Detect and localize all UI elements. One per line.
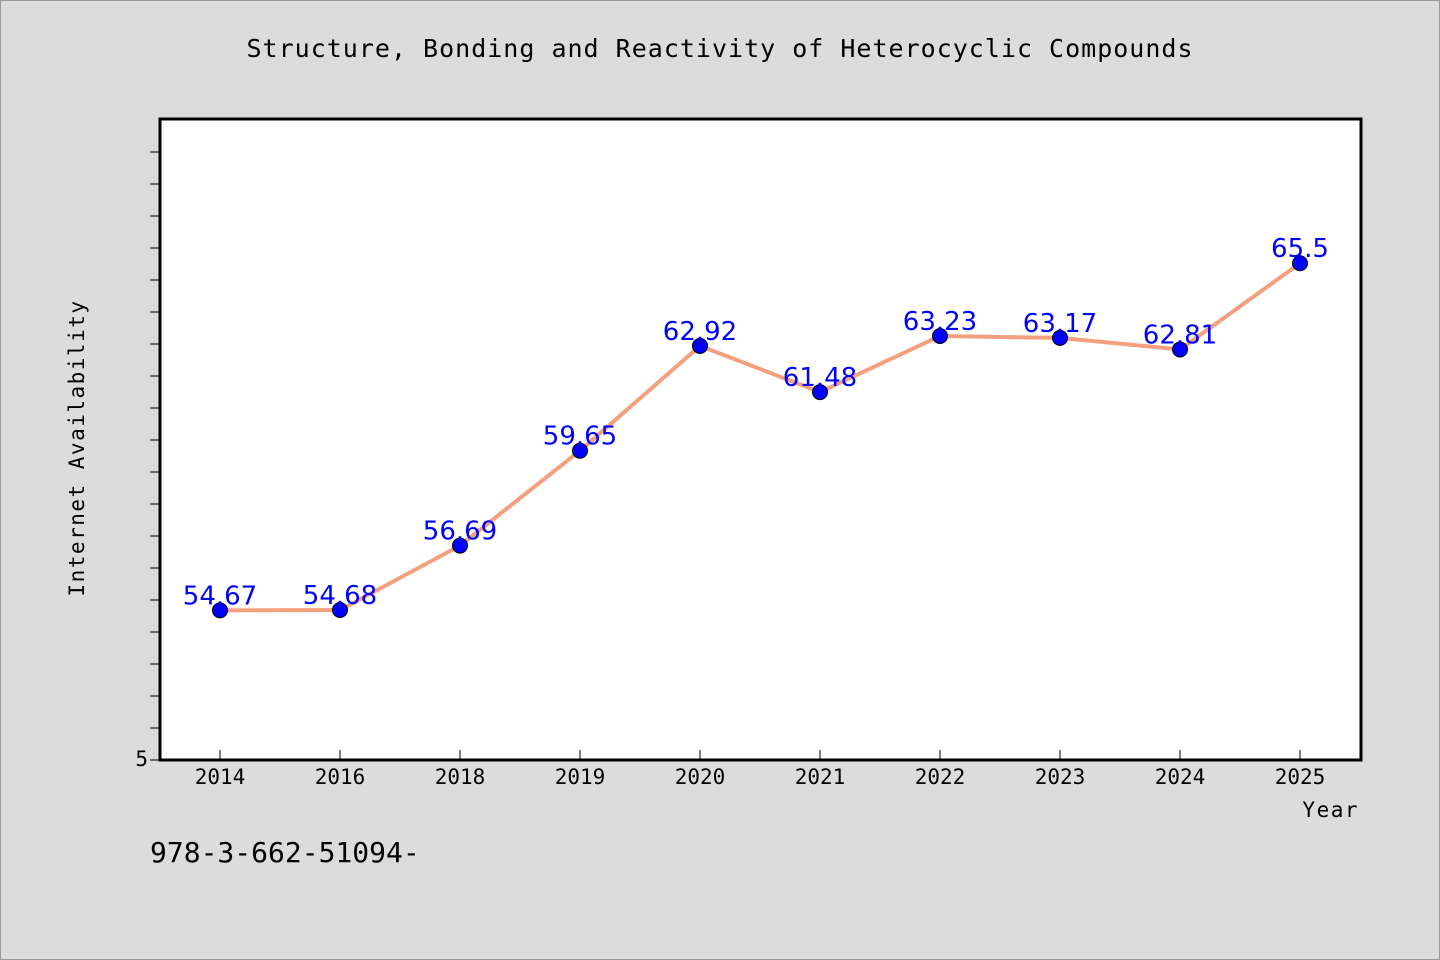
x-axis-tick-labels: 2014 2016 2018 2019 2020 2021 2022 2023 2024 2025: [195, 765, 1326, 789]
x-tick-label: 2022: [915, 765, 966, 789]
data-point: [572, 442, 588, 459]
data-point: [812, 384, 828, 401]
y-tick-label: 5: [135, 747, 148, 771]
series-markers: [212, 255, 1308, 619]
series-line: [218, 261, 1302, 613]
data-label: 54.68: [303, 581, 377, 611]
data-label: 62.81: [1143, 320, 1217, 350]
data-label: 54.67: [183, 581, 257, 611]
plot-area: [158, 117, 1363, 762]
data-point: [1172, 341, 1188, 358]
data-label: 59.65: [543, 422, 617, 452]
data-point: [212, 602, 228, 619]
x-tick-label: 2014: [195, 765, 246, 789]
data-point: [332, 602, 348, 619]
y-axis-title: Internet Availability: [65, 299, 89, 596]
data-point: [1052, 329, 1068, 346]
x-axis-ticks: [219, 750, 1301, 760]
x-tick-label: 2019: [555, 765, 606, 789]
data-label: 61.48: [783, 363, 857, 393]
data-point: [1292, 255, 1308, 272]
x-tick-label: 2016: [315, 765, 366, 789]
data-label: 56.69: [423, 517, 497, 547]
isbn-footer-text: 978-3-662-51094-: [150, 836, 420, 869]
data-point: [452, 537, 468, 554]
data-label: 65.5: [1271, 234, 1329, 264]
data-label: 62.92: [663, 317, 737, 347]
data-point: [932, 327, 948, 344]
chart-title: Structure, Bonding and Reactivity of Het…: [246, 34, 1194, 63]
x-tick-label: 2018: [435, 765, 486, 789]
x-tick-label: 2025: [1275, 765, 1326, 789]
data-label: 63.17: [1023, 309, 1097, 339]
x-tick-label: 2023: [1035, 765, 1086, 789]
data-point: [692, 337, 708, 354]
x-tick-label: 2024: [1155, 765, 1206, 789]
y-axis-ticks: [150, 151, 160, 761]
data-labels: 54.67 54.68 56.69 59.65 62.92 61.48 63.23 63.17…: [183, 234, 1329, 611]
data-label: 63.23: [903, 307, 977, 337]
x-tick-label: 2021: [795, 765, 846, 789]
x-axis-title: Year: [1302, 798, 1359, 822]
x-tick-label: 2020: [675, 765, 726, 789]
